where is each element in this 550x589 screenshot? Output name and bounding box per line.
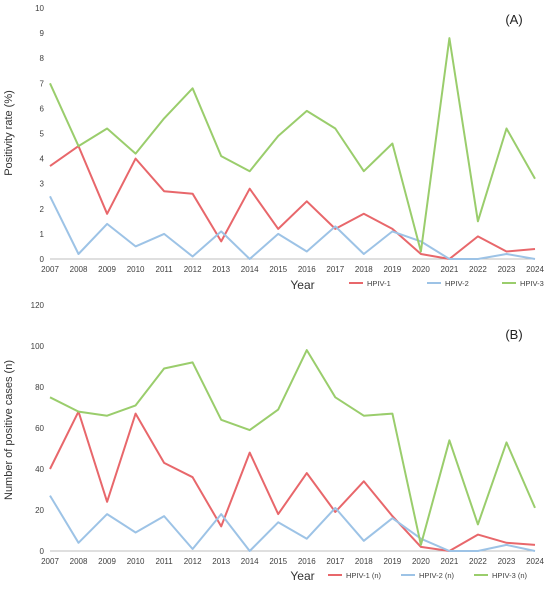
legend-label: HPIV-3 (n) bbox=[492, 571, 528, 580]
legend-label: HPIV-2 (n) bbox=[419, 571, 455, 580]
x-tick-label: 2009 bbox=[98, 557, 116, 566]
y-axis-title: Number of positive cases (n) bbox=[3, 360, 15, 500]
y-tick-label: 2 bbox=[40, 205, 45, 214]
y-tick-label: 5 bbox=[40, 130, 45, 139]
y-tick-label: 3 bbox=[40, 180, 45, 189]
panel-label: (A) bbox=[505, 12, 522, 27]
y-tick-label: 1 bbox=[40, 230, 45, 239]
y-tick-label: 8 bbox=[40, 54, 45, 63]
x-tick-label: 2015 bbox=[269, 265, 287, 274]
x-tick-label: 2007 bbox=[41, 265, 59, 274]
series-line-1 bbox=[49, 410, 536, 552]
y-tick-label: 60 bbox=[35, 424, 44, 433]
series-line-2 bbox=[49, 195, 536, 260]
x-tick-label: 2017 bbox=[326, 265, 344, 274]
series-line-3 bbox=[49, 349, 536, 546]
x-tick-label: 2008 bbox=[70, 557, 88, 566]
y-tick-label: 20 bbox=[35, 506, 44, 515]
x-tick-label: 2013 bbox=[212, 557, 230, 566]
x-tick-label: 2024 bbox=[526, 265, 544, 274]
y-axis-title: Positivity rate (%) bbox=[3, 90, 15, 176]
y-tick-label: 80 bbox=[35, 383, 44, 392]
y-tick-label: 7 bbox=[40, 79, 45, 88]
x-tick-label: 2023 bbox=[498, 265, 516, 274]
x-tick-label: 2016 bbox=[298, 557, 316, 566]
x-tick-label: 2021 bbox=[441, 557, 459, 566]
x-tick-label: 2021 bbox=[441, 265, 459, 274]
x-tick-label: 2013 bbox=[212, 265, 230, 274]
series-line-2 bbox=[49, 495, 536, 552]
x-tick-label: 2019 bbox=[383, 557, 401, 566]
x-tick-label: 2024 bbox=[526, 557, 544, 566]
x-tick-label: 2020 bbox=[412, 265, 430, 274]
legend-label: HPIV-2 bbox=[445, 279, 469, 288]
x-tick-label: 2022 bbox=[469, 557, 487, 566]
x-tick-label: 2023 bbox=[498, 557, 516, 566]
x-tick-label: 2008 bbox=[70, 265, 88, 274]
chart-panel-1: 0 1 2 3 4 5 6 7 8 9 10 2007 2008 2009 2010 2011 2012 2013… bbox=[3, 4, 544, 292]
x-tick-label: 2014 bbox=[241, 557, 259, 566]
y-tick-label: 40 bbox=[35, 465, 44, 474]
panel-label: (B) bbox=[505, 327, 522, 342]
x-tick-label: 2012 bbox=[184, 265, 202, 274]
y-tick-label: 6 bbox=[40, 104, 45, 113]
series-line-3 bbox=[49, 37, 536, 253]
x-tick-label: 2011 bbox=[156, 265, 174, 274]
y-tick-label: 10 bbox=[35, 4, 44, 13]
x-tick-label: 2009 bbox=[98, 265, 116, 274]
x-tick-label: 2018 bbox=[355, 265, 373, 274]
legend-label: HPIV-1 bbox=[367, 279, 391, 288]
series-line-1 bbox=[49, 145, 536, 260]
y-tick-label: 0 bbox=[40, 255, 45, 264]
y-tick-label: 0 bbox=[40, 547, 45, 556]
y-tick-label: 100 bbox=[31, 342, 45, 351]
legend-label: HPIV-1 (n) bbox=[346, 571, 382, 580]
x-tick-label: 2010 bbox=[127, 557, 145, 566]
x-tick-label: 2018 bbox=[355, 557, 373, 566]
x-tick-label: 2017 bbox=[326, 557, 344, 566]
x-tick-label: 2022 bbox=[469, 265, 487, 274]
x-tick-label: 2007 bbox=[41, 557, 59, 566]
chart-panel-2: 0 20 40 60 80 100 120 2007 2008 2009 2010 2011 2012 2… bbox=[3, 301, 544, 583]
x-tick-label: 2019 bbox=[383, 265, 401, 274]
x-tick-label: 2020 bbox=[412, 557, 430, 566]
x-tick-label: 2010 bbox=[127, 265, 145, 274]
y-tick-label: 120 bbox=[31, 301, 45, 310]
y-tick-label: 4 bbox=[40, 155, 45, 164]
y-tick-label: 9 bbox=[40, 29, 45, 38]
x-tick-label: 2014 bbox=[241, 265, 259, 274]
x-tick-label: 2011 bbox=[156, 557, 174, 566]
legend-label: HPIV-3 bbox=[520, 279, 544, 288]
x-axis-title: Year bbox=[290, 569, 314, 583]
x-tick-label: 2015 bbox=[269, 557, 287, 566]
x-tick-label: 2016 bbox=[298, 265, 316, 274]
x-axis-title: Year bbox=[290, 278, 314, 292]
x-tick-label: 2012 bbox=[184, 557, 202, 566]
